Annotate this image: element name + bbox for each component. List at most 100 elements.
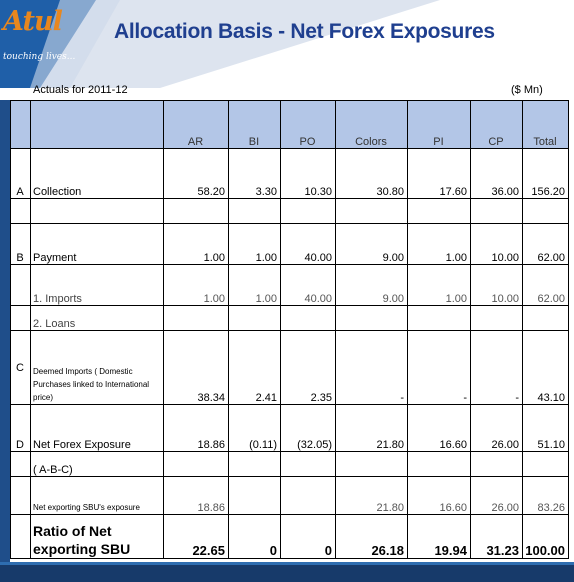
table-row-spacer	[10, 198, 569, 224]
col-header: Total	[522, 100, 569, 149]
cell: (0.11)	[228, 404, 281, 452]
cell	[335, 305, 408, 331]
spacer-cell	[522, 198, 569, 224]
table-row: B Payment 1.00 1.00 40.00 9.00 1.00 10.0…	[10, 223, 569, 265]
table-row: Ratio of Net exporting SBU 22.65 0 0 26.…	[10, 514, 569, 559]
cell: 1.00	[407, 223, 471, 265]
cell: 18.86	[163, 476, 229, 515]
table-caption: Actuals for 2011-12	[33, 84, 128, 96]
footer-bar	[0, 562, 574, 582]
cell: 26.00	[470, 404, 523, 452]
row-code	[10, 476, 31, 515]
cell: 62.00	[522, 264, 569, 306]
row-label: Net Forex Exposure	[30, 404, 164, 452]
row-code	[10, 451, 31, 477]
cell: 17.60	[407, 148, 471, 199]
spacer-cell	[407, 198, 471, 224]
cell: 2.41	[228, 330, 281, 405]
spacer-cell	[470, 198, 523, 224]
row-code: A	[10, 148, 31, 199]
row-code: D	[10, 404, 31, 452]
table-row: A Collection 58.20 3.30 10.30 30.80 17.6…	[10, 148, 569, 199]
cell: 51.10	[522, 404, 569, 452]
cell	[163, 451, 229, 477]
spacer-cell	[10, 198, 31, 224]
col-header: PO	[280, 100, 336, 149]
col-header: PI	[407, 100, 471, 149]
cell: 83.26	[522, 476, 569, 515]
cell: 10.30	[280, 148, 336, 199]
footer-accent-line	[0, 562, 574, 565]
cell: 10.00	[470, 264, 523, 306]
cell: 1.00	[407, 264, 471, 306]
row-label: Deemed Imports ( Domestic Purchases link…	[30, 330, 164, 405]
left-accent-bar	[0, 100, 10, 570]
cell: 21.80	[335, 476, 408, 515]
row-label: Ratio of Net exporting SBU	[30, 514, 164, 559]
logo-tagline: touching lives...	[3, 52, 76, 62]
cell: 9.00	[335, 264, 408, 306]
cell	[470, 305, 523, 331]
cell	[522, 451, 569, 477]
header-cell-code	[10, 100, 31, 149]
cell: 36.00	[470, 148, 523, 199]
cell: 1.00	[228, 264, 281, 306]
cell: 2.35	[280, 330, 336, 405]
cell: -	[335, 330, 408, 405]
forex-table: AR BI PO Colors PI CP Total A Collection…	[10, 100, 569, 559]
cell: 26.18	[335, 514, 408, 559]
cell: 156.20	[522, 148, 569, 199]
row-code	[10, 264, 31, 306]
cell	[407, 305, 471, 331]
cell: 10.00	[470, 223, 523, 265]
cell: 26.00	[470, 476, 523, 515]
cell	[163, 305, 229, 331]
table-row: ( A-B-C)	[10, 451, 569, 477]
row-label: ( A-B-C)	[30, 451, 164, 477]
col-header: BI	[228, 100, 281, 149]
table-row: 2. Loans	[10, 305, 569, 331]
cell: 43.10	[522, 330, 569, 405]
row-label: 2. Loans	[30, 305, 164, 331]
page-title: Allocation Basis - Net Forex Exposures	[114, 20, 495, 43]
cell: 1.00	[228, 223, 281, 265]
cell: 22.65	[163, 514, 229, 559]
cell	[280, 451, 336, 477]
row-code: B	[10, 223, 31, 265]
cell: (32.05)	[280, 404, 336, 452]
cell: 21.80	[335, 404, 408, 452]
row-code	[10, 305, 31, 331]
header-band	[0, 0, 440, 88]
row-label: Collection	[30, 148, 164, 199]
cell: 40.00	[280, 223, 336, 265]
cell: 31.23	[470, 514, 523, 559]
cell: 9.00	[335, 223, 408, 265]
cell: 3.30	[228, 148, 281, 199]
spacer-cell	[280, 198, 336, 224]
col-header: AR	[163, 100, 229, 149]
header-cell-label	[30, 100, 164, 149]
cell	[522, 305, 569, 331]
cell: 40.00	[280, 264, 336, 306]
atul-logo: Atul	[3, 6, 63, 37]
cell	[228, 451, 281, 477]
row-label: Payment	[30, 223, 164, 265]
cell	[280, 476, 336, 515]
spacer-cell	[163, 198, 229, 224]
cell	[407, 451, 471, 477]
cell: 1.00	[163, 264, 229, 306]
col-header: CP	[470, 100, 523, 149]
spacer-cell	[30, 198, 164, 224]
spacer-cell	[335, 198, 408, 224]
cell	[335, 451, 408, 477]
cell	[228, 305, 281, 331]
cell: 38.34	[163, 330, 229, 405]
table-row: Net exporting SBU's exposure 18.86 21.80…	[10, 476, 569, 515]
table-row: D Net Forex Exposure 18.86 (0.11) (32.05…	[10, 404, 569, 452]
cell	[470, 451, 523, 477]
row-label: Net exporting SBU's exposure	[30, 476, 164, 515]
spacer-cell	[228, 198, 281, 224]
cell	[280, 305, 336, 331]
cell: 1.00	[163, 223, 229, 265]
cell: 16.60	[407, 476, 471, 515]
